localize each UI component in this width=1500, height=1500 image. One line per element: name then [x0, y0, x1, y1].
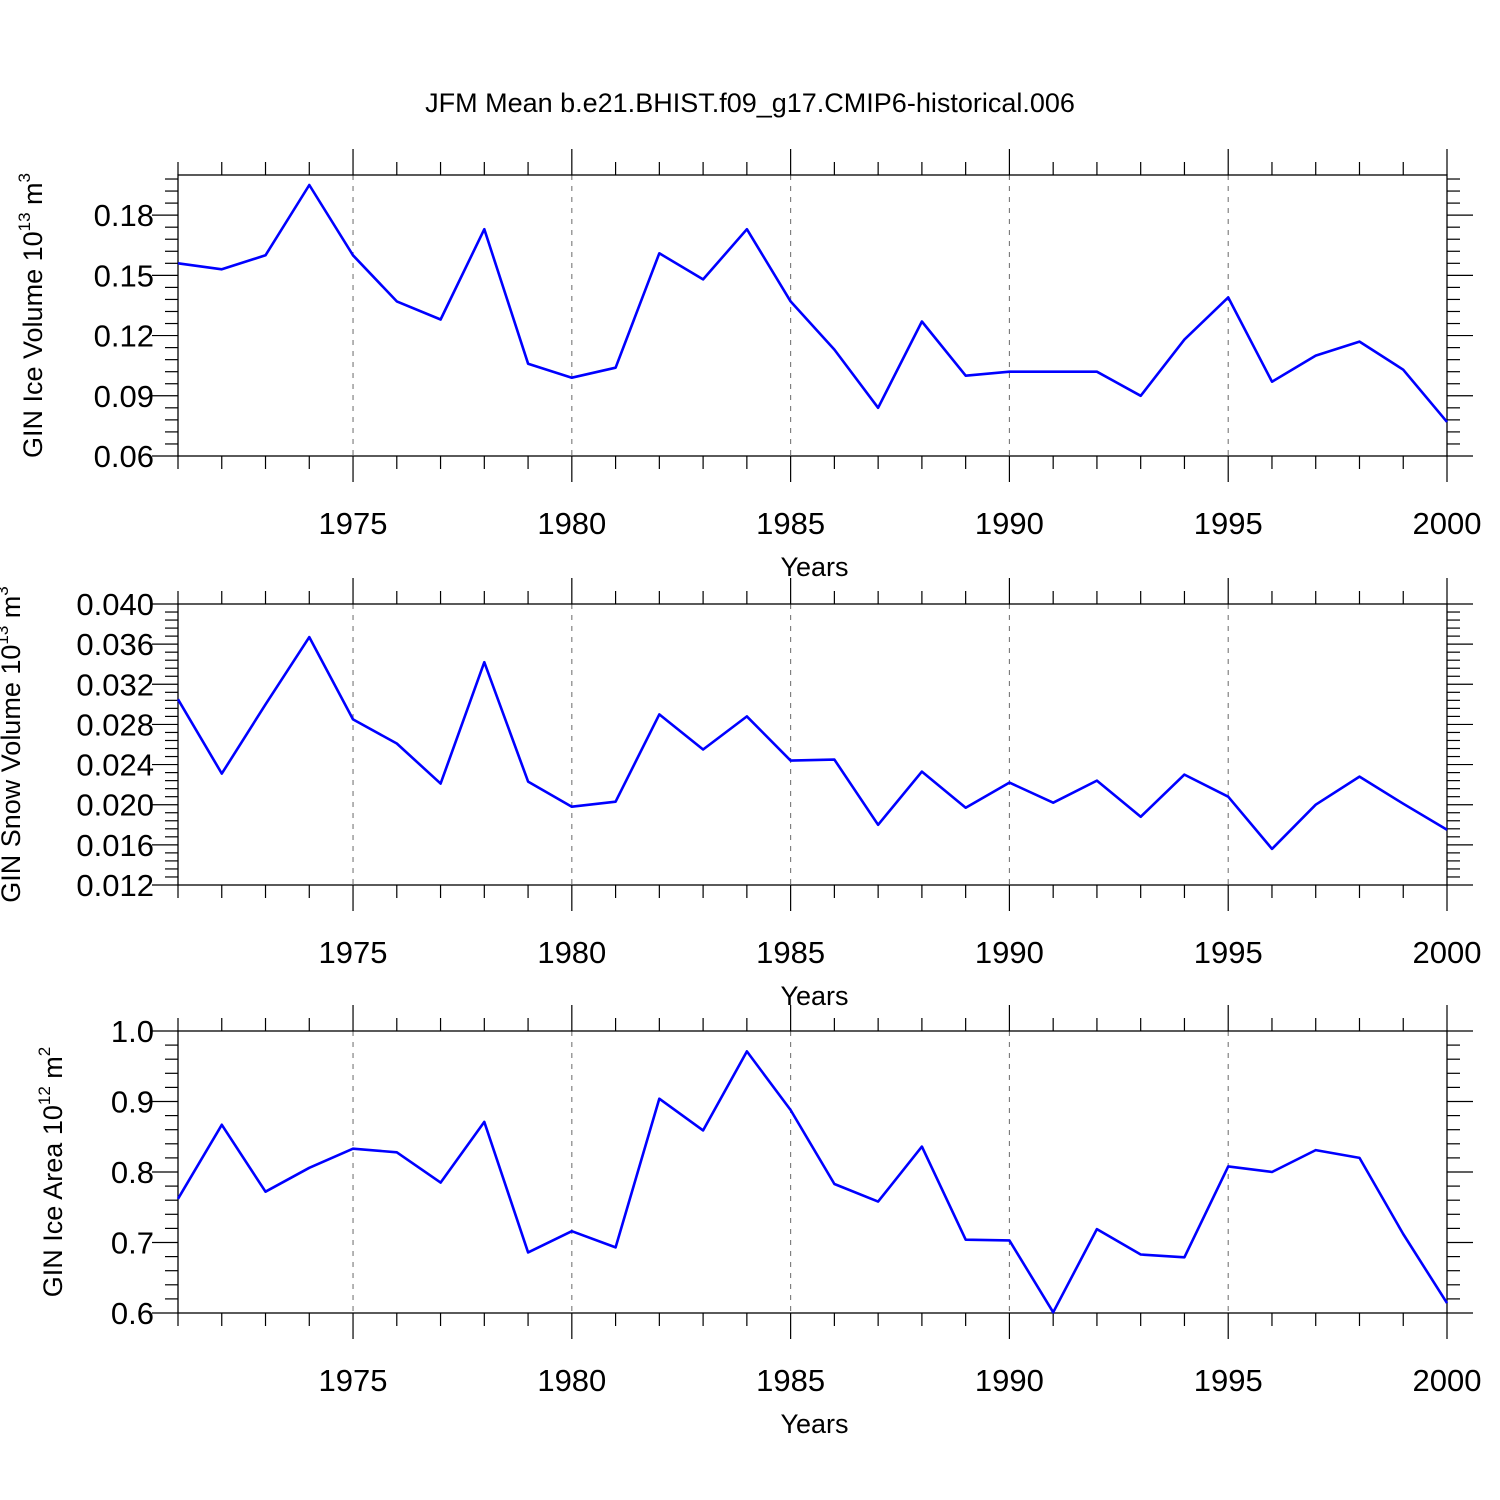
x-tick-label: 1980	[537, 1363, 606, 1398]
y-tick-label: 0.024	[76, 748, 154, 783]
series-line	[177, 183, 1448, 423]
y-tick-label: 0.040	[76, 587, 154, 622]
x-tick-label: 1985	[756, 506, 825, 541]
y-tick-label: 0.032	[76, 667, 154, 702]
x-axis-label: Years	[780, 1409, 848, 1439]
y-tick-label: 1.0	[111, 1014, 154, 1049]
x-tick-label: 1975	[319, 506, 388, 541]
y-tick-label: 0.6	[111, 1296, 154, 1331]
y-axis-label-superscript: 13	[0, 626, 12, 645]
x-tick-label: 1990	[975, 935, 1044, 970]
x-axis-label: Years	[780, 981, 848, 1011]
plot-frame	[177, 603, 1448, 886]
y-tick-label: 0.012	[76, 868, 154, 903]
y-tick-label: 0.016	[76, 828, 154, 863]
y-tick-label: 0.8	[111, 1155, 154, 1190]
x-tick-label: 1975	[319, 935, 388, 970]
x-tick-label: 1995	[1194, 506, 1263, 541]
y-axis-label-text: m	[38, 1056, 68, 1086]
y-axis-label: GIN Ice Volume 1013 m3	[15, 173, 48, 458]
x-tick-label: 2000	[1413, 1363, 1482, 1398]
y-axis-label-text: GIN Ice Area 10	[38, 1105, 68, 1297]
y-tick-label: 0.036	[76, 627, 154, 662]
y-tick-label: 0.12	[94, 319, 154, 354]
y-axis-label: GIN Ice Area 1012 m2	[35, 1047, 68, 1298]
y-axis-label-superscript: 3	[15, 173, 34, 182]
y-axis-label-superscript: 3	[0, 586, 12, 595]
y-axis-label-superscript: 13	[15, 212, 34, 231]
panel-ice-volume: 1975 1980 1985 1990 1995 2000 0.06 0.09 0.12 0.15…	[15, 149, 1481, 582]
chart-title: JFM Mean b.e21.BHIST.f09_g17.CMIP6-histo…	[425, 88, 1075, 118]
y-tick-label: 0.7	[111, 1226, 154, 1261]
y-axis-label-text: m	[18, 182, 48, 212]
y-axis-label-text: GIN Snow Volume 10	[0, 645, 26, 903]
plot-frame	[177, 174, 1448, 457]
y-tick-label: 0.9	[111, 1085, 154, 1120]
y-tick-label: 0.028	[76, 707, 154, 742]
plot-frame	[177, 1030, 1448, 1314]
y-axis-label-superscript: 2	[35, 1047, 54, 1056]
y-tick-label: 0.09	[94, 379, 154, 414]
y-tick-label: 0.020	[76, 788, 154, 823]
series-line	[176, 1050, 1449, 1314]
x-tick-label: 1980	[537, 935, 606, 970]
x-axis-label: Years	[780, 552, 848, 582]
x-tick-label: 1990	[975, 1363, 1044, 1398]
y-axis-label-text: GIN Ice Volume 10	[18, 231, 48, 458]
panel-ice-area: 1975 1980 1985 1990 1995 2000 0.6 0.7 0.8 0.9 1.0 Y…	[35, 1005, 1481, 1439]
y-axis-label-text: m	[0, 596, 26, 626]
series-line	[176, 635, 1448, 851]
y-tick-label: 0.06	[94, 439, 154, 474]
x-tick-label: 1975	[319, 1363, 388, 1398]
y-tick-label: 0.18	[94, 198, 154, 233]
x-tick-label: 1995	[1194, 1363, 1263, 1398]
y-axis-label: GIN Snow Volume 1013 m3	[0, 586, 26, 903]
x-tick-label: 1980	[537, 506, 606, 541]
y-tick-label: 0.15	[94, 258, 154, 293]
panel-snow-volume: 1975 1980 1985 1990 1995 2000 0.012 0.016 0.020 0…	[0, 578, 1481, 1011]
x-tick-label: 2000	[1413, 935, 1482, 970]
x-tick-label: 1990	[975, 506, 1044, 541]
x-tick-label: 2000	[1413, 506, 1482, 541]
x-tick-label: 1985	[756, 1363, 825, 1398]
x-tick-label: 1995	[1194, 935, 1263, 970]
y-axis-label-superscript: 12	[35, 1086, 54, 1105]
x-tick-label: 1985	[756, 935, 825, 970]
